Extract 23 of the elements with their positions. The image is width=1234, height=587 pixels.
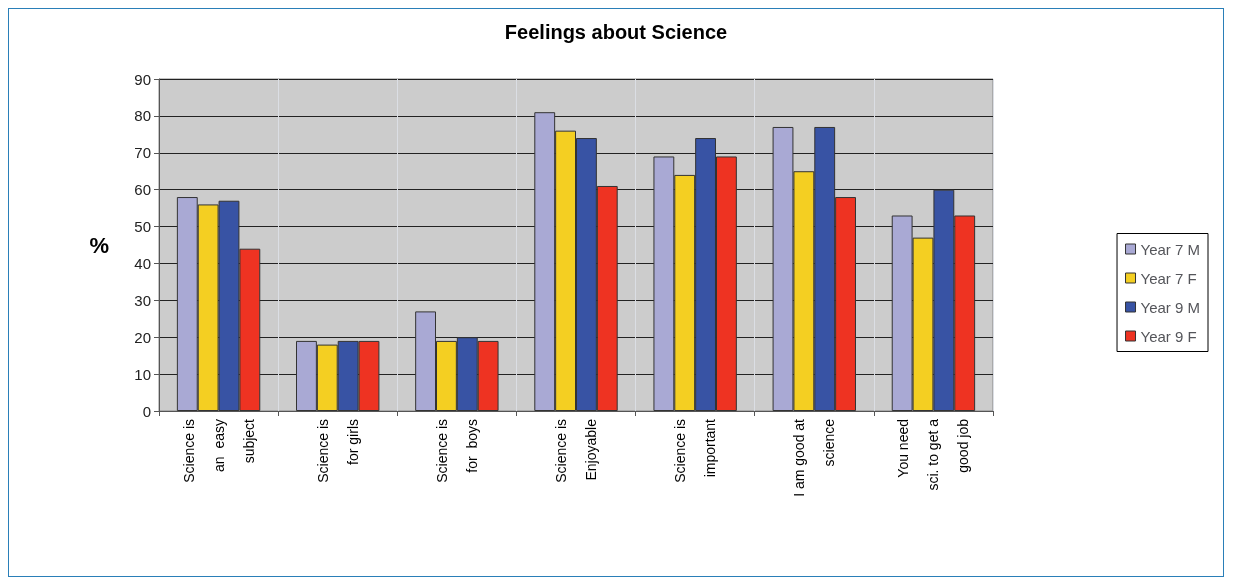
legend-label: Year 9 M (1140, 298, 1200, 316)
x-tick-label: Science is important (672, 418, 719, 483)
legend-label: Year 9 F (1140, 327, 1197, 345)
y-tick-label: 90 (134, 70, 151, 88)
x-tick-label: Science is for girls (314, 419, 361, 483)
chart-title: Feelings about Science (504, 21, 728, 43)
legend-label: Year 7 F (1140, 269, 1197, 287)
y-tick-label: 70 (134, 144, 151, 162)
x-tick-label: Science is an easy subject (180, 418, 257, 483)
y-tick-label: 30 (134, 291, 151, 309)
x-tick-label: Science is for boys (433, 419, 480, 483)
x-tick-label: I am good at science (791, 418, 838, 497)
y-tick-label: 50 (134, 218, 151, 236)
y-tick-label: 0 (142, 402, 151, 420)
x-tick-label: You need sci. to get a good job (895, 418, 972, 491)
y-tick-label: 60 (134, 181, 151, 199)
y-tick-label: 40 (134, 254, 151, 272)
y-tick-label: 10 (134, 365, 151, 383)
y-axis-title: % (89, 232, 109, 258)
y-tick-label: 80 (134, 107, 151, 125)
y-tick-label: 20 (134, 328, 151, 346)
legend-label: Year 7 M (1140, 240, 1200, 258)
x-tick-label: Science is Enjoyable (553, 418, 599, 483)
